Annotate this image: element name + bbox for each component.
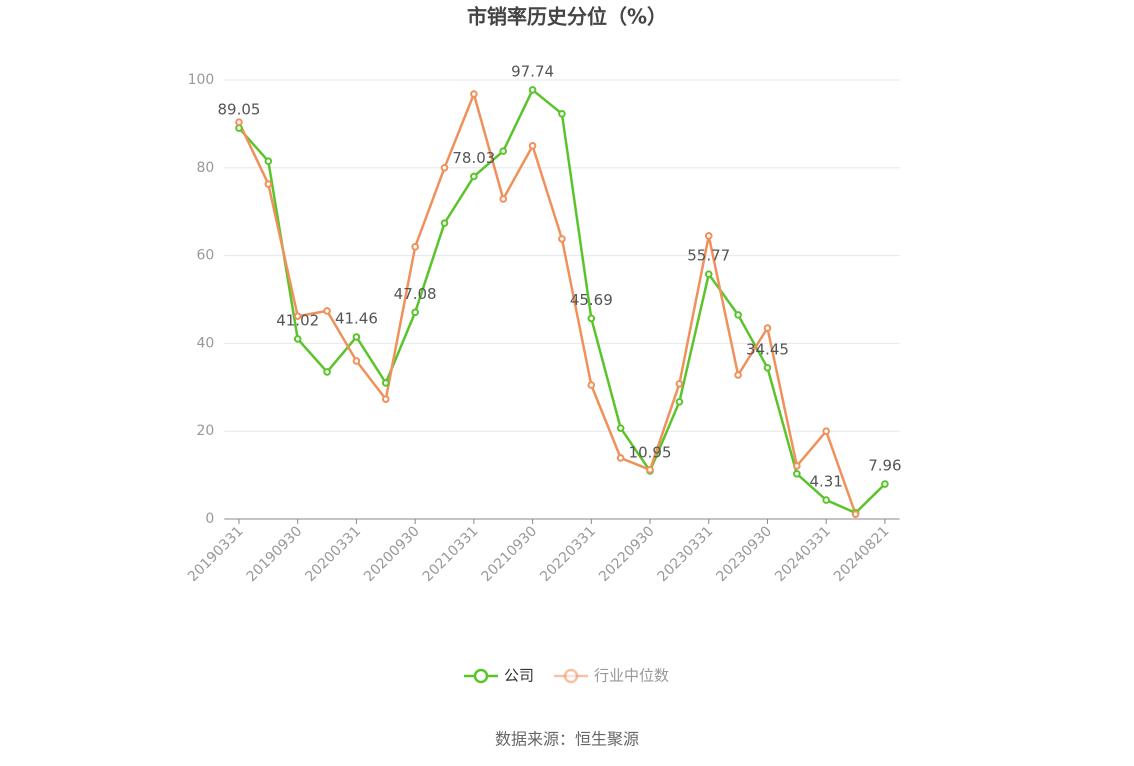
data-label: 4.31 — [809, 473, 842, 491]
point — [440, 219, 449, 227]
y-tick-label: 20 — [196, 423, 214, 439]
legend-label: 公司 — [504, 667, 534, 685]
data-label: 34.45 — [746, 340, 789, 358]
point — [822, 496, 830, 504]
point — [264, 157, 273, 166]
legend-marker — [563, 668, 579, 684]
point — [675, 397, 684, 406]
x-tick-label: 20230930 — [713, 523, 775, 585]
point — [881, 480, 889, 488]
x-tick-label: 20220331 — [537, 523, 599, 585]
point — [499, 147, 508, 155]
y-tick-label: 40 — [196, 335, 214, 351]
point — [411, 243, 419, 251]
data-label: 97.74 — [511, 62, 554, 80]
point — [558, 110, 566, 118]
data-label: 7.96 — [868, 457, 901, 475]
x-tick-label: 20210331 — [420, 523, 482, 585]
point — [411, 308, 419, 317]
point — [793, 469, 801, 478]
point — [352, 333, 361, 341]
data-label: 78.03 — [452, 149, 495, 167]
point — [646, 466, 654, 474]
x-tick-label: 20210930 — [479, 523, 541, 585]
data-label: 41.02 — [276, 311, 319, 329]
point — [528, 86, 537, 94]
point — [381, 395, 390, 403]
point — [675, 379, 684, 388]
point — [323, 368, 331, 376]
x-tick-label: 20190930 — [244, 523, 306, 585]
point — [235, 118, 243, 126]
x-tick-label: 20240331 — [772, 523, 834, 585]
point — [470, 90, 478, 98]
chart-title: 市销率历史分位（%） — [467, 5, 667, 29]
point — [704, 232, 713, 240]
point — [616, 424, 625, 432]
point — [381, 379, 390, 387]
point — [704, 270, 713, 278]
source: 数据来源：恒生聚源 — [495, 730, 639, 749]
point — [528, 142, 537, 150]
data-label: 55.77 — [687, 247, 730, 265]
point — [822, 427, 830, 436]
x-tick-label: 20200331 — [302, 523, 364, 585]
point — [470, 172, 478, 181]
point — [499, 195, 508, 203]
point — [558, 235, 566, 243]
point — [293, 335, 302, 343]
data-label: 89.05 — [218, 101, 261, 119]
data-label: 47.08 — [394, 285, 437, 303]
point — [616, 454, 625, 462]
data-label: 45.69 — [570, 291, 613, 309]
point — [587, 314, 596, 323]
point — [323, 307, 331, 315]
point — [734, 311, 742, 319]
point — [587, 381, 596, 389]
x-tick-label: 20230331 — [655, 523, 717, 585]
series-line — [237, 90, 857, 515]
point — [734, 371, 742, 379]
legend-label: 行业中位数 — [594, 667, 669, 685]
point — [352, 357, 361, 365]
point — [851, 510, 860, 518]
point — [264, 180, 273, 188]
point — [440, 164, 449, 172]
y-tick-label: 80 — [196, 160, 214, 176]
y-tick-label: 60 — [196, 248, 214, 264]
data-label: 41.46 — [335, 309, 378, 327]
x-tick-label: 20240821 — [831, 523, 893, 585]
series-line — [238, 87, 886, 515]
legend-marker — [473, 668, 489, 684]
y-tick-label: 100 — [188, 72, 215, 88]
x-tick-label: 20220930 — [596, 523, 658, 585]
data-label: 10.95 — [629, 443, 672, 461]
point — [763, 363, 772, 372]
y-tick-label: 0 — [205, 511, 214, 527]
point — [793, 462, 801, 470]
point — [293, 312, 302, 320]
point — [763, 324, 772, 332]
x-tick-label: 20190331 — [185, 523, 247, 585]
x-tick-label: 20200930 — [361, 523, 423, 585]
point — [235, 124, 243, 132]
